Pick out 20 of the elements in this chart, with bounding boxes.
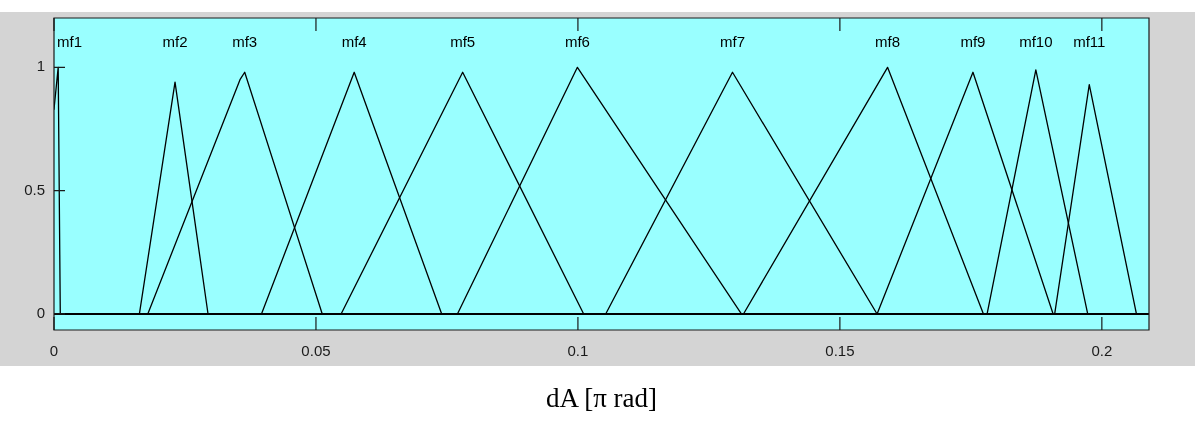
- x-tick-label: 0.1: [567, 342, 589, 360]
- x-tick-label: 0.05: [301, 342, 331, 360]
- x-tick-label: 0.15: [825, 342, 855, 360]
- series-label: mf1: [57, 33, 83, 51]
- text: mf11: [1073, 33, 1106, 51]
- series-label: mf5: [450, 33, 476, 51]
- x-tick-label: 0: [49, 342, 59, 360]
- series-label: mf8: [875, 33, 901, 51]
- series-label: mf6: [564, 33, 590, 51]
- series-label: mf4: [341, 33, 367, 51]
- x-tick-label: 0.2: [1091, 342, 1113, 360]
- y-tick-label: 1: [36, 57, 45, 75]
- series-label: mf9: [960, 33, 986, 51]
- series-label: mf7: [719, 33, 745, 51]
- x-axis-title: dA [π rad]: [545, 382, 658, 413]
- text: mf2: [162, 33, 188, 51]
- y-tick-label: 0: [36, 304, 45, 322]
- series-label: mf3: [232, 33, 258, 51]
- y-tick-label: 0.5: [24, 180, 45, 198]
- series-label: mf10: [1019, 33, 1053, 51]
